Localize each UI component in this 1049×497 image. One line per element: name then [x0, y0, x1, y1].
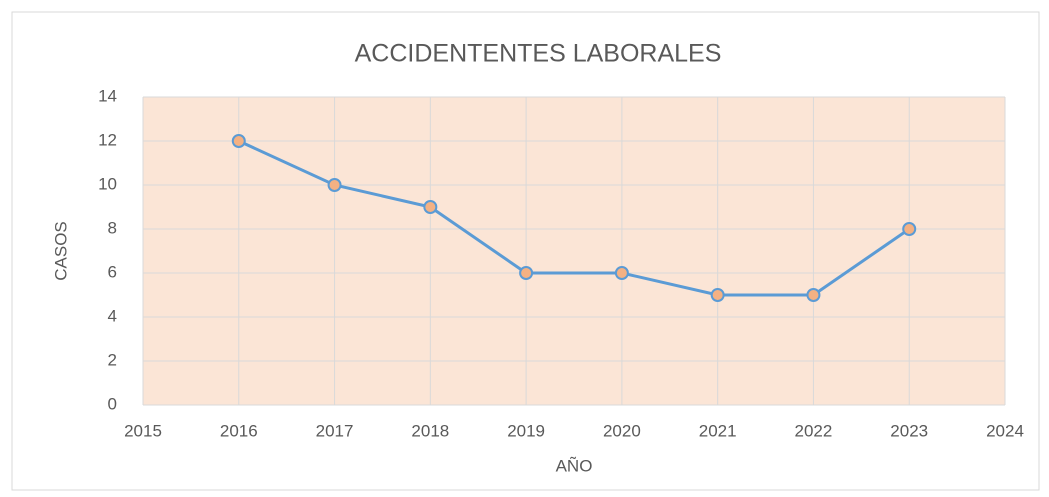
y-tick-label: 6 [108, 262, 117, 281]
data-point [806, 288, 821, 302]
x-tick-label: 2021 [699, 421, 737, 440]
x-tick-label: 2022 [795, 421, 833, 440]
y-tick-label: 12 [98, 130, 117, 149]
y-axis-label: CASOS [51, 221, 70, 281]
x-tick-label: 2018 [411, 421, 449, 440]
data-point [327, 178, 342, 192]
y-tick-label: 4 [108, 306, 117, 325]
x-axis-label: AÑO [556, 456, 593, 475]
plot-area [143, 97, 1005, 405]
series-line [238, 139, 911, 297]
x-tick-label: 2017 [316, 421, 354, 440]
x-tick-label: 2020 [603, 421, 641, 440]
data-point [710, 288, 725, 302]
y-tick-label: 10 [98, 174, 117, 193]
data-point [231, 134, 246, 148]
y-tick-label: 8 [108, 218, 117, 237]
y-tick-label: 0 [108, 394, 117, 413]
data-point [519, 266, 534, 280]
x-tick-label: 2024 [986, 421, 1024, 440]
x-tick-label: 2015 [124, 421, 162, 440]
data-point [614, 266, 629, 280]
x-tick-label: 2023 [890, 421, 928, 440]
data-point [902, 222, 917, 236]
y-tick-label: 2 [108, 350, 117, 369]
x-tick-label: 2016 [220, 421, 258, 440]
x-tick-label: 2019 [507, 421, 545, 440]
chart-title: ACCIDENTENTES LABORALES [355, 40, 722, 68]
data-point [423, 200, 438, 214]
y-tick-label: 14 [98, 86, 117, 105]
